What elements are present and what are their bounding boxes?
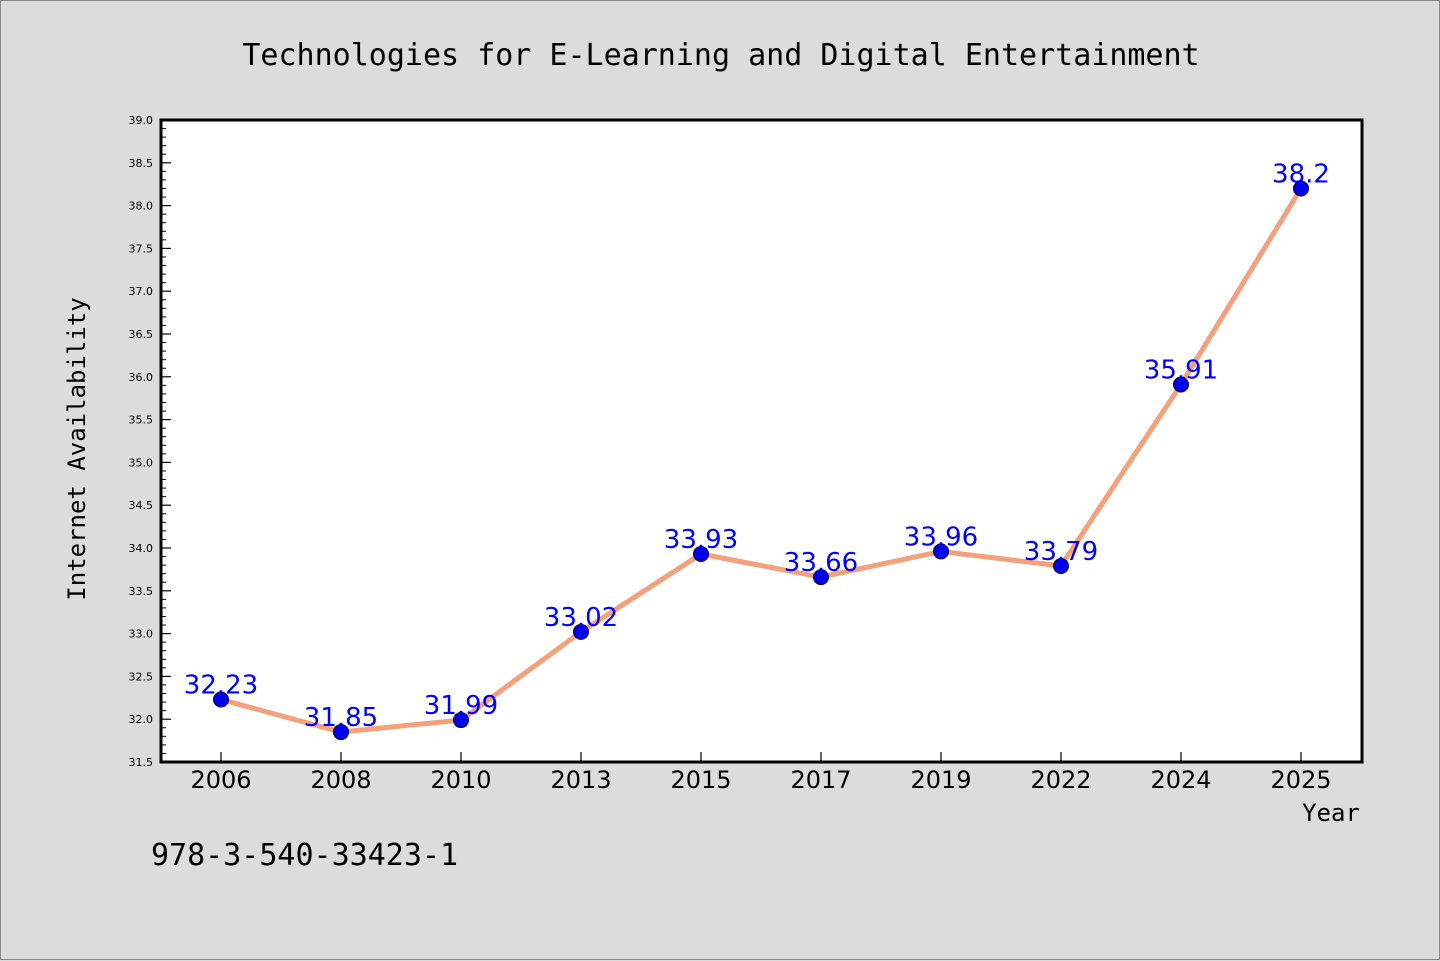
plot-area — [159, 118, 1364, 764]
x-tick-label: 2025 — [1270, 766, 1331, 794]
data-points — [213, 180, 1309, 741]
y-tick-label: 38.0 — [129, 200, 154, 213]
isbn-label: 978-3-540-33423-1 — [151, 838, 458, 873]
x-axis-title: Year — [1302, 799, 1360, 827]
chart-title: Technologies for E-Learning and Digital … — [242, 38, 1199, 73]
data-label: 38.2 — [1272, 159, 1330, 189]
data-point — [813, 569, 829, 586]
data-label: 32.23 — [184, 671, 258, 701]
data-point — [1173, 376, 1189, 393]
y-tick-label: 35.5 — [129, 414, 154, 427]
data-label: 33.79 — [1024, 537, 1098, 567]
data-point — [333, 724, 349, 741]
y-axis-title: Internet Availability — [63, 297, 91, 600]
y-tick-label: 31.5 — [129, 756, 154, 769]
y-tick-label: 34.5 — [129, 499, 154, 512]
x-tick-label: 2013 — [550, 766, 611, 794]
y-tick-label: 38.5 — [129, 157, 154, 170]
x-tick-label: 2006 — [190, 766, 251, 794]
y-tick-label: 37.0 — [129, 285, 154, 298]
x-tick-label: 2015 — [670, 766, 731, 794]
data-label: 33.02 — [544, 603, 618, 633]
series-line — [220, 187, 1304, 735]
data-point — [573, 623, 589, 640]
y-axis: 31.5 32.0 32.5 33.0 33.5 34.0 34.5 35.0 35.5 36.0… — [129, 114, 171, 769]
data-point — [1293, 180, 1309, 197]
y-tick-label: 36.0 — [129, 371, 154, 384]
data-label: 31.85 — [304, 703, 378, 733]
y-tick-label: 35.0 — [129, 456, 154, 469]
y-tick-label: 37.5 — [129, 242, 154, 255]
data-label: 33.93 — [664, 525, 738, 555]
y-tick-label: 32.5 — [129, 670, 154, 683]
data-label: 33.66 — [784, 548, 858, 578]
data-label: 31.99 — [424, 691, 498, 721]
y-tick-label: 33.5 — [129, 585, 154, 598]
data-point — [933, 543, 949, 560]
x-tick-label: 2017 — [790, 766, 851, 794]
x-tick-label: 2022 — [1030, 766, 1091, 794]
x-tick-label: 2019 — [910, 766, 971, 794]
y-tick-label: 33.0 — [129, 628, 154, 641]
y-tick-label: 34.0 — [129, 542, 154, 555]
x-tick-label: 2024 — [1150, 766, 1211, 794]
data-point — [1053, 557, 1069, 574]
x-tick-label: 2008 — [310, 766, 371, 794]
data-label: 35.91 — [1144, 356, 1218, 386]
data-labels: 32.23 31.85 31.99 33.02 33.93 33.66 33.96 33.79… — [184, 159, 1330, 733]
y-tick-label: 36.5 — [129, 328, 154, 341]
data-point — [453, 712, 469, 729]
data-point — [693, 545, 709, 562]
data-label: 33.96 — [904, 522, 978, 552]
data-point — [213, 691, 229, 708]
x-tick-label: 2010 — [430, 766, 491, 794]
y-tick-label: 32.0 — [129, 713, 154, 726]
y-tick-label: 39.0 — [129, 114, 154, 127]
x-axis: 2006 2008 2010 2013 2015 2017 2019 2022 2024 2025 — [190, 752, 1332, 794]
